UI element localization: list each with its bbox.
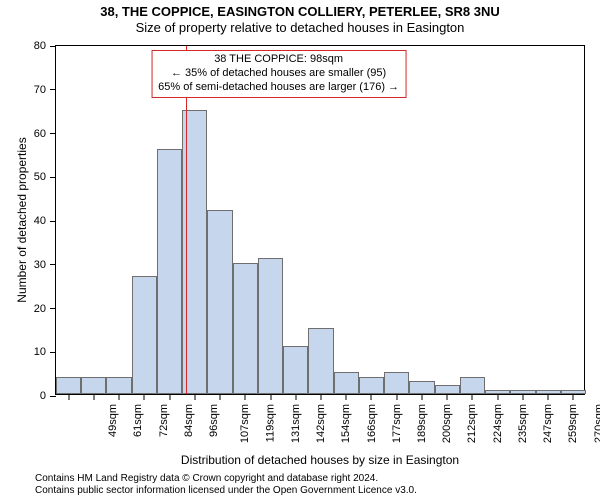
y-tick-label: 50 [34,171,56,183]
x-tick-label: 224sqm [492,404,504,443]
chart-title-line1: 38, THE COPPICE, EASINGTON COLLIERY, PET… [0,4,600,20]
x-tick-mark [270,394,271,400]
bar [409,381,434,394]
x-tick-mark [321,394,322,400]
bar [435,385,460,394]
x-tick-mark [245,394,246,400]
bar [207,210,232,394]
x-tick-label: 259sqm [568,404,580,443]
footer-attribution: Contains HM Land Registry data © Crown c… [35,473,600,497]
x-tick-label: 200sqm [441,404,453,443]
bar [308,328,333,394]
x-tick-label: 177sqm [391,404,403,443]
x-tick-label: 72sqm [158,404,170,437]
annotation-line-1: 38 THE COPPICE: 98sqm [158,53,399,67]
footer-line-1: Contains HM Land Registry data © Crown c… [35,473,378,484]
x-tick-mark [396,394,397,400]
x-tick-mark [93,394,94,400]
bar [460,377,485,395]
x-tick-label: 61sqm [132,404,144,437]
x-tick-mark [522,394,523,400]
x-tick-label: 235sqm [517,404,529,443]
x-tick-mark [497,394,498,400]
y-tick-label: 10 [34,346,56,358]
y-axis-label: Number of detached properties [15,45,29,395]
x-tick-label: 189sqm [416,404,428,443]
reference-line [186,46,187,394]
x-tick-label: 49sqm [107,404,119,437]
y-tick-label: 20 [34,303,56,315]
bar [334,372,359,394]
annotation-line-3: 65% of semi-detached houses are larger (… [158,81,399,95]
bar [56,377,81,395]
x-tick-mark [144,394,145,400]
annotation-box: 38 THE COPPICE: 98sqm ← 35% of detached … [151,50,406,97]
x-tick-mark [169,394,170,400]
x-tick-mark [447,394,448,400]
x-tick-label: 154sqm [340,404,352,443]
x-tick-mark [421,394,422,400]
x-tick-label: 96sqm [208,404,220,437]
bar [106,377,131,395]
bar [283,346,308,394]
bar [132,276,157,394]
y-tick-label: 70 [34,84,56,96]
x-tick-mark [573,394,574,400]
x-tick-mark [472,394,473,400]
x-tick-mark [194,394,195,400]
x-tick-label: 212sqm [467,404,479,443]
bar [258,258,283,394]
x-tick-mark [295,394,296,400]
bar [359,377,384,395]
x-tick-label: 247sqm [542,404,554,443]
footer-line-2: Contains public sector information licen… [35,485,417,496]
x-tick-label: 131sqm [290,404,302,443]
annotation-line-2: ← 35% of detached houses are smaller (95… [158,67,399,81]
bars-layer [56,46,584,394]
chart-title-line2: Size of property relative to detached ho… [0,20,600,36]
bar [81,377,106,395]
x-tick-label: 107sqm [239,404,251,443]
y-tick-label: 0 [40,390,56,402]
x-tick-mark [346,394,347,400]
y-tick-label: 80 [34,40,56,52]
bar [384,372,409,394]
chart-titles: 38, THE COPPICE, EASINGTON COLLIERY, PET… [0,4,600,35]
plot-area: 38 THE COPPICE: 98sqm ← 35% of detached … [55,45,585,395]
bar [157,149,182,394]
y-tick-label: 60 [34,128,56,140]
x-tick-label: 270sqm [593,404,600,443]
x-tick-mark [548,394,549,400]
y-tick-label: 30 [34,259,56,271]
x-tick-mark [371,394,372,400]
x-tick-label: 119sqm [264,404,276,442]
x-tick-label: 166sqm [366,404,378,443]
x-tick-mark [119,394,120,400]
x-tick-label: 84sqm [183,404,195,437]
x-tick-mark [220,394,221,400]
x-tick-mark [68,394,69,400]
x-axis-label: Distribution of detached houses by size … [55,453,585,467]
y-tick-label: 40 [34,215,56,227]
x-tick-label: 142sqm [315,404,327,443]
bar [233,263,258,394]
